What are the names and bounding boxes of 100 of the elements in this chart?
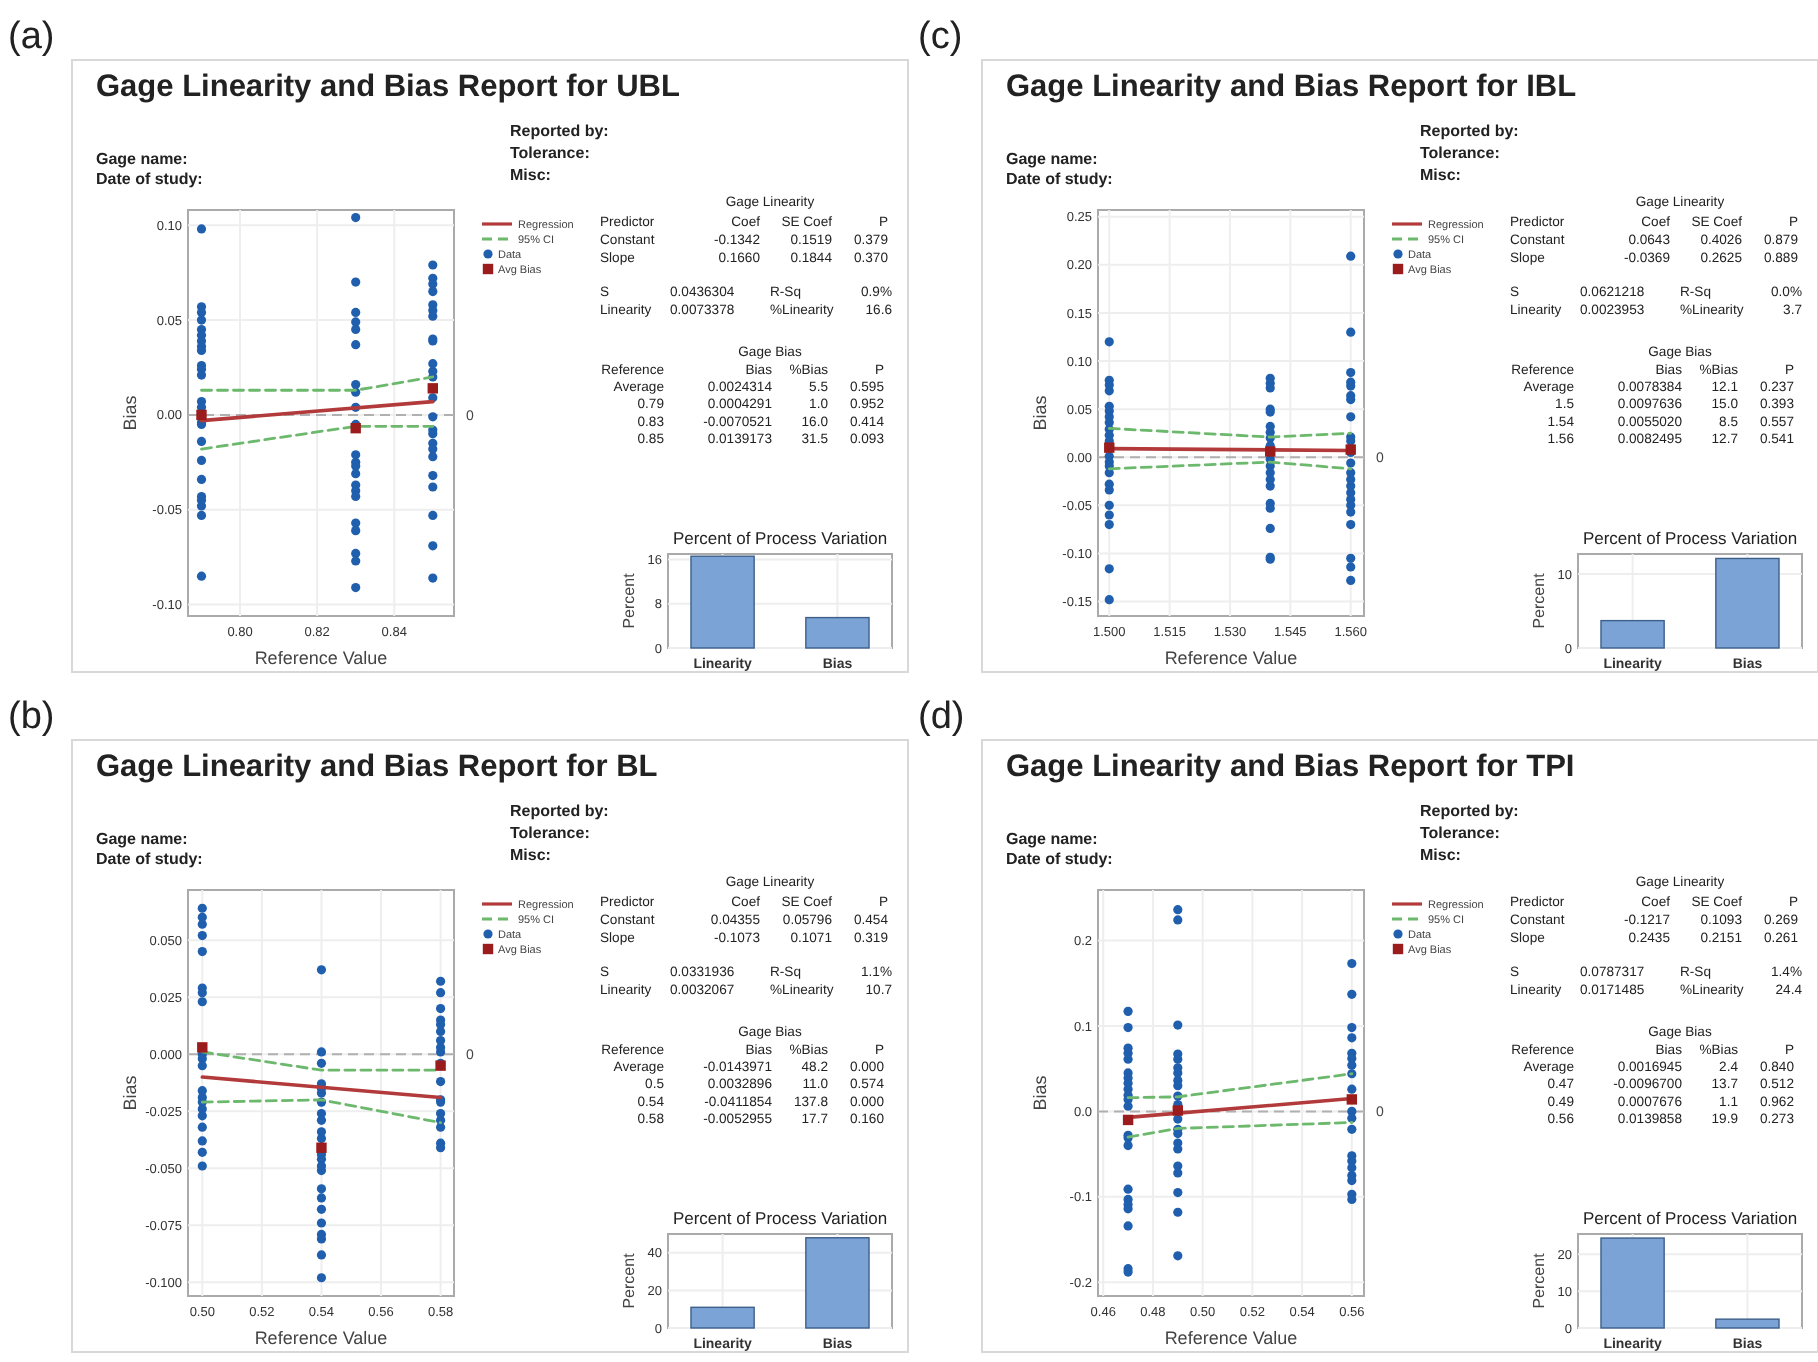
point (1104, 442, 1115, 453)
point (1347, 1023, 1357, 1033)
text: Reported by: (1420, 802, 1519, 820)
point (1123, 1221, 1133, 1231)
point (1104, 564, 1114, 574)
point (316, 1184, 327, 1194)
point (1346, 367, 1356, 378)
point (351, 556, 361, 566)
point (428, 260, 438, 270)
point (197, 903, 207, 913)
x-axis-title: Reference Value (254, 1328, 388, 1348)
text: (a) (8, 16, 55, 58)
point (1347, 1163, 1357, 1173)
point (1104, 510, 1114, 520)
point (436, 1004, 446, 1014)
point (316, 1273, 327, 1283)
point (1104, 500, 1114, 510)
y-axis-title: Percent (620, 1251, 638, 1309)
text: Date of study: (1006, 170, 1113, 188)
point (351, 469, 361, 479)
point (1346, 251, 1356, 261)
point (1173, 1020, 1183, 1030)
point (428, 359, 438, 369)
text: Gage name: (1006, 150, 1098, 168)
point (316, 965, 327, 975)
point (1173, 1114, 1183, 1124)
point (1347, 1060, 1357, 1070)
point (1172, 1105, 1183, 1116)
text: Gage name: (96, 830, 188, 848)
point (1173, 1187, 1183, 1198)
point (1346, 412, 1356, 422)
point (351, 307, 361, 318)
point (1173, 1144, 1183, 1154)
y-axis-title: Percent (1530, 571, 1548, 629)
point (1173, 1207, 1183, 1217)
point (1173, 1168, 1183, 1178)
y-axis-title: Bias (120, 1074, 140, 1111)
point (428, 510, 438, 521)
point (1346, 562, 1356, 572)
point (1347, 1124, 1357, 1134)
point (196, 474, 207, 484)
point (428, 452, 438, 462)
point (316, 1142, 327, 1153)
x-axis-title: Reference Value (254, 648, 388, 668)
point (1347, 1176, 1357, 1186)
text: Gage Linearity and Bias Report for UBL (96, 70, 680, 104)
point (316, 1250, 327, 1260)
point (1347, 989, 1357, 999)
point (1347, 958, 1357, 969)
point (428, 412, 438, 422)
point (351, 212, 361, 223)
point (196, 436, 207, 447)
text: Gage name: (1006, 830, 1098, 848)
text: Date of study: (96, 170, 203, 188)
text: Gage Linearity and Bias Report for BL (96, 750, 658, 784)
point (316, 1058, 327, 1068)
text: Tolerance: (1420, 144, 1500, 162)
text: Gage Linearity and Bias Report for IBL (1006, 70, 1577, 104)
point (197, 1061, 207, 1071)
point (428, 471, 438, 481)
point (1122, 1114, 1134, 1126)
point (1347, 1033, 1357, 1043)
text: Tolerance: (1420, 824, 1500, 842)
point (1173, 1081, 1183, 1091)
text: (d) (918, 696, 965, 738)
point (1265, 446, 1276, 457)
text: (b) (8, 696, 55, 738)
point (1346, 327, 1356, 337)
point (316, 1134, 327, 1144)
y-axis-title: Percent (1530, 1251, 1548, 1309)
point (197, 1136, 207, 1146)
text: Date of study: (1006, 850, 1113, 868)
point (351, 548, 361, 558)
point (436, 976, 446, 986)
point (316, 1193, 327, 1203)
text: Tolerance: (510, 824, 590, 842)
y-axis-title: Bias (1030, 394, 1050, 431)
x-axis-title: Reference Value (1164, 1328, 1298, 1348)
point (1104, 337, 1114, 347)
point (1346, 553, 1356, 563)
point (1104, 386, 1114, 396)
point (197, 946, 207, 957)
chart-title: Percent of Process Variation (672, 1208, 888, 1228)
text: Reported by: (510, 802, 609, 820)
point (1346, 575, 1356, 585)
text: Gage Linearity and Bias Report for TPI (1006, 750, 1575, 784)
chart-title: Percent of Process Variation (1582, 1208, 1798, 1228)
point (316, 1047, 327, 1057)
point (1173, 1129, 1183, 1139)
chart-title: Percent of Process Variation (1582, 528, 1798, 548)
point (351, 324, 361, 335)
point (1123, 1184, 1133, 1194)
point (428, 482, 438, 492)
text: Misc: (510, 846, 551, 864)
y-axis-title: Bias (120, 394, 140, 431)
point (1346, 507, 1356, 517)
point (197, 919, 207, 929)
point (1123, 1006, 1133, 1016)
point (1123, 1023, 1133, 1033)
point (1346, 1094, 1358, 1105)
